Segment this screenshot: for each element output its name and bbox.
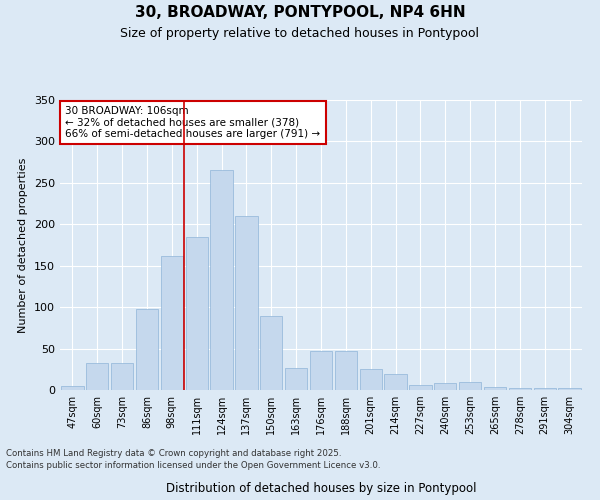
Bar xyxy=(310,351,332,390)
Bar xyxy=(61,386,83,390)
Text: Size of property relative to detached houses in Pontypool: Size of property relative to detached ho… xyxy=(121,28,479,40)
Bar xyxy=(533,388,556,390)
Bar xyxy=(111,362,133,390)
Text: 30, BROADWAY, PONTYPOOL, NP4 6HN: 30, BROADWAY, PONTYPOOL, NP4 6HN xyxy=(134,5,466,20)
Bar xyxy=(335,351,357,390)
Text: Contains HM Land Registry data © Crown copyright and database right 2025.: Contains HM Land Registry data © Crown c… xyxy=(6,448,341,458)
Bar xyxy=(359,370,382,390)
Bar xyxy=(559,388,581,390)
Bar xyxy=(86,362,109,390)
Text: Distribution of detached houses by size in Pontypool: Distribution of detached houses by size … xyxy=(166,482,476,495)
Bar xyxy=(136,309,158,390)
Bar xyxy=(509,388,531,390)
Bar xyxy=(409,385,431,390)
Bar xyxy=(385,374,407,390)
Text: 30 BROADWAY: 106sqm
← 32% of detached houses are smaller (378)
66% of semi-detac: 30 BROADWAY: 106sqm ← 32% of detached ho… xyxy=(65,106,320,139)
Bar xyxy=(260,316,283,390)
Bar xyxy=(285,368,307,390)
Bar xyxy=(459,382,481,390)
Bar xyxy=(484,386,506,390)
Y-axis label: Number of detached properties: Number of detached properties xyxy=(19,158,28,332)
Text: Contains public sector information licensed under the Open Government Licence v3: Contains public sector information licen… xyxy=(6,461,380,470)
Bar xyxy=(211,170,233,390)
Bar xyxy=(434,382,457,390)
Bar xyxy=(185,236,208,390)
Bar xyxy=(161,256,183,390)
Bar xyxy=(235,216,257,390)
